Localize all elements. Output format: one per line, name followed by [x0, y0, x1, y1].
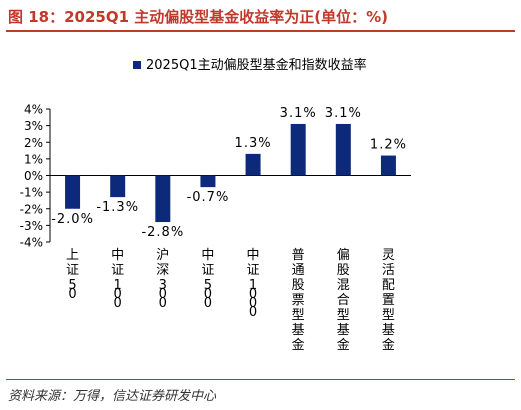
bar: [200, 175, 216, 188]
bar-chart: 2025Q1主动偏股型基金和指数收益率 -4% -3% -2% -1% 0% 1% 2% 3%…: [20, 57, 411, 353]
bars: [65, 123, 396, 223]
bar: [335, 123, 351, 176]
y-tick-label: 2%: [24, 136, 43, 150]
source-note: 资料来源：万得，信达证券研发中心: [8, 389, 217, 404]
data-label: -1.3%: [96, 200, 139, 215]
x-tick-label: 中证 5 0 0: [201, 248, 214, 311]
bar: [155, 175, 171, 223]
legend: 2025Q1主动偏股型基金和指数收益率: [133, 57, 367, 73]
y-tick-label: -3%: [20, 219, 43, 233]
y-tick-label: -4%: [20, 236, 43, 250]
page-title: 图 18：2025Q1 主动偏股型基金收益率为正(单位：%): [8, 8, 388, 26]
data-label: 3.1%: [280, 106, 317, 121]
x-tick-label: 中证 1 0 0 0: [247, 248, 260, 320]
bar: [65, 175, 81, 209]
x-tick-label: 普通股票型基金: [292, 248, 305, 353]
legend-label: 2025Q1主动偏股型基金和指数收益率: [146, 57, 367, 73]
x-axis-labels: 上证 5 0 中证 1 0 0 沪深 3 0 0 中证 5 0 0 中证 1 0 0 0 普通股票型基金 偏股混合型基金 灵…: [66, 247, 395, 353]
bar: [245, 153, 261, 176]
x-tick-label: 偏股混合型基金: [337, 248, 350, 353]
title-divider: [6, 30, 515, 32]
bar: [380, 155, 396, 176]
bar: [290, 123, 306, 176]
legend-swatch: [133, 61, 141, 69]
y-tick-label: 1%: [24, 152, 43, 166]
data-label: 1.2%: [370, 138, 407, 153]
y-tick-label: 0%: [24, 169, 43, 183]
y-axis: -4% -3% -2% -1% 0% 1% 2% 3% 4%: [20, 103, 411, 250]
x-tick-label: 上证 5 0: [66, 248, 79, 302]
x-tick-label: 中证 1 0 0: [111, 248, 124, 311]
y-tick-label: 3%: [24, 119, 43, 133]
data-label: -2.0%: [51, 212, 94, 227]
x-tick-label: 灵活配置型基金: [382, 248, 395, 353]
data-label: -2.8%: [141, 225, 184, 240]
y-tick-label: 4%: [24, 103, 43, 117]
data-label: 1.3%: [235, 136, 272, 151]
data-labels: -2.0%-1.3%-2.8% -0.7% 1.3% 3.1% 3.1% 1.2%: [51, 106, 407, 240]
y-tick-label: -2%: [20, 202, 43, 216]
y-tick-label: -1%: [20, 186, 43, 200]
bar: [110, 175, 126, 198]
x-tick-label: 沪深 3 0 0: [156, 247, 169, 311]
footer-divider: [6, 379, 515, 380]
data-label: 3.1%: [325, 106, 362, 121]
data-label: -0.7%: [187, 190, 230, 205]
